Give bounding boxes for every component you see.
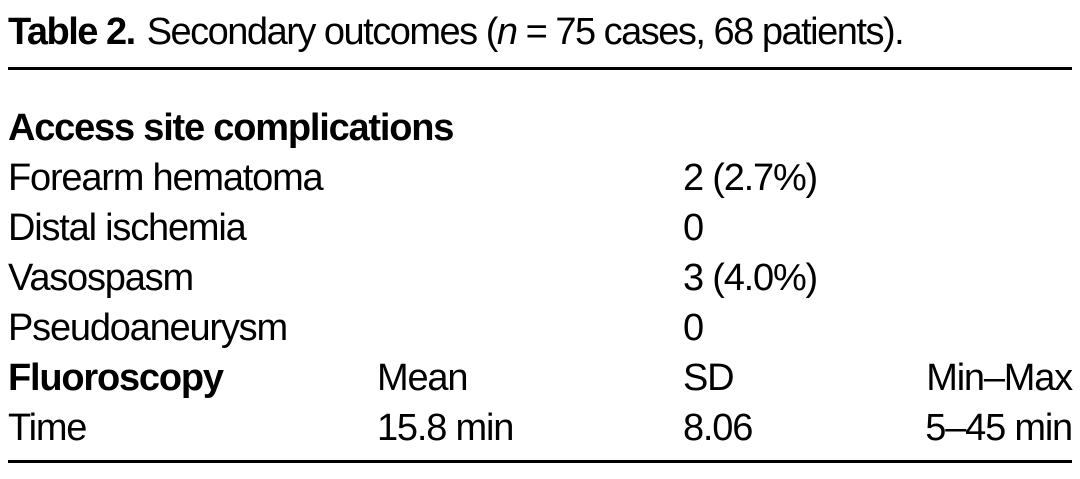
row-min-max-value: 5–45 min — [925, 407, 1073, 449]
bottom-rule — [8, 460, 1072, 463]
row-value: 0 — [683, 307, 704, 349]
row-label: Forearm hematoma — [8, 157, 324, 199]
row-label: Pseudoaneurysm — [8, 307, 288, 349]
row-mean-value: 15.8 min — [377, 407, 514, 449]
table-row-pseudoaneurysm: Pseudoaneurysm 0 — [8, 303, 1072, 353]
row-value: 3 (4.0%) — [683, 257, 818, 299]
row-label: Fluoroscopy — [8, 357, 224, 399]
row-col2 — [377, 253, 683, 303]
table-row-vasospasm: Vasospasm 3 (4.0%) — [8, 253, 1072, 303]
row-value: 0 — [683, 207, 704, 249]
row-label: Access site complications — [8, 107, 454, 149]
row-col2 — [377, 303, 683, 353]
table-row-fluoroscopy-header: Fluoroscopy Mean SD Min–Max — [8, 353, 1073, 403]
caption-text-post: = 75 cases, 68 patients). — [516, 11, 905, 53]
table-row-time: Time 15.8 min 8.06 5–45 min — [8, 403, 1073, 453]
column-header-mean: Mean — [377, 357, 468, 399]
caption-text-pre: Secondary outcomes ( — [146, 11, 499, 53]
caption-n-variable: n — [496, 11, 518, 53]
table-caption: Table 2. Secondary outcomes (n = 75 cases… — [8, 8, 1072, 56]
table-row-forearm-hematoma: Forearm hematoma 2 (2.7%) — [8, 153, 1072, 203]
row-col3 — [683, 103, 1072, 153]
table-row-distal-ischemia: Distal ischemia 0 — [8, 203, 1072, 253]
row-label: Time — [8, 407, 87, 449]
column-header-sd: SD — [683, 357, 735, 399]
table-body: Access site complications Forearm hemato… — [8, 70, 1073, 453]
row-col2 — [377, 153, 683, 203]
row-col2 — [377, 203, 683, 253]
row-col2 — [377, 103, 683, 153]
top-rule — [8, 67, 1072, 70]
table-number: Table 2. — [8, 11, 136, 53]
table-row-section-access-site: Access site complications — [8, 103, 1072, 153]
column-header-min-max: Min–Max — [926, 357, 1073, 399]
row-label: Distal ischemia — [8, 207, 247, 249]
row-value: 2 (2.7%) — [683, 157, 818, 199]
row-label: Vasospasm — [8, 257, 194, 299]
row-sd-value: 8.06 — [683, 407, 753, 449]
